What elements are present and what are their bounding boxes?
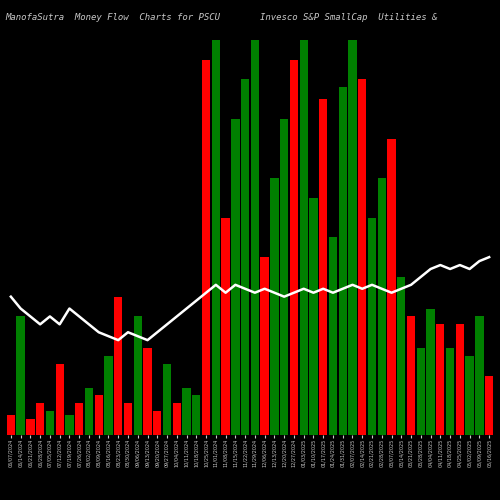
- Bar: [368, 218, 376, 435]
- Bar: [475, 316, 484, 435]
- Bar: [46, 412, 54, 435]
- Bar: [6, 415, 15, 435]
- Bar: [16, 316, 25, 435]
- Bar: [172, 404, 181, 435]
- Bar: [280, 119, 288, 435]
- Bar: [407, 316, 415, 435]
- Bar: [338, 87, 347, 435]
- Bar: [66, 415, 74, 435]
- Bar: [94, 396, 103, 435]
- Bar: [202, 60, 210, 435]
- Bar: [114, 296, 122, 435]
- Bar: [212, 40, 220, 435]
- Bar: [485, 376, 494, 435]
- Bar: [153, 412, 162, 435]
- Text: ManofaSutra  Money Flow  Charts for PSCU: ManofaSutra Money Flow Charts for PSCU: [5, 12, 220, 22]
- Bar: [56, 364, 64, 435]
- Bar: [436, 324, 444, 435]
- Bar: [416, 348, 425, 435]
- Bar: [426, 308, 434, 435]
- Bar: [329, 238, 337, 435]
- Bar: [456, 324, 464, 435]
- Bar: [348, 40, 356, 435]
- Bar: [446, 348, 454, 435]
- Bar: [241, 80, 250, 435]
- Bar: [250, 40, 259, 435]
- Bar: [260, 257, 269, 435]
- Text: Invesco S&P SmallCap  Utilities &: Invesco S&P SmallCap Utilities &: [260, 12, 438, 22]
- Bar: [300, 40, 308, 435]
- Bar: [388, 138, 396, 435]
- Bar: [290, 60, 298, 435]
- Bar: [134, 316, 142, 435]
- Bar: [358, 80, 366, 435]
- Bar: [182, 388, 190, 435]
- Bar: [104, 356, 112, 435]
- Bar: [75, 404, 84, 435]
- Bar: [270, 178, 278, 435]
- Bar: [231, 119, 239, 435]
- Bar: [222, 218, 230, 435]
- Bar: [36, 404, 44, 435]
- Bar: [124, 404, 132, 435]
- Bar: [85, 388, 93, 435]
- Bar: [397, 277, 406, 435]
- Bar: [466, 356, 474, 435]
- Bar: [378, 178, 386, 435]
- Bar: [26, 419, 34, 435]
- Bar: [163, 364, 171, 435]
- Bar: [310, 198, 318, 435]
- Bar: [144, 348, 152, 435]
- Bar: [192, 396, 200, 435]
- Bar: [319, 99, 328, 435]
